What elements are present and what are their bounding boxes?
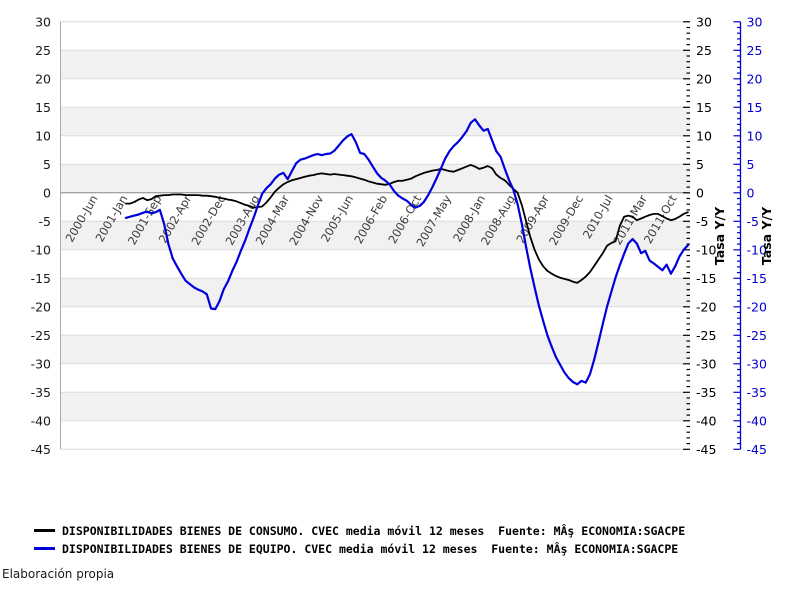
svg-text:25: 25	[35, 43, 51, 58]
svg-text:20: 20	[747, 71, 763, 86]
plot-bands	[60, 50, 690, 421]
svg-text:25: 25	[696, 43, 712, 58]
legend-line-sample-equipo	[34, 547, 55, 550]
right-tick-axis	[683, 21, 690, 450]
svg-text:-15: -15	[31, 271, 51, 286]
svg-text:10: 10	[747, 128, 763, 143]
svg-text:0: 0	[43, 185, 51, 200]
gridlines	[60, 21, 690, 450]
svg-text:30: 30	[35, 14, 51, 29]
left-axis-labels: 30 25 20 15 10 5 0 -5 -10 -15 -20 -25 -30 -35 -40 -45	[31, 14, 51, 457]
svg-text:-30: -30	[696, 356, 716, 371]
legend-label-consumo: DISPONIBILIDADES BIENES DE CONSUMO. CVEC…	[62, 523, 686, 538]
svg-text:-45: -45	[696, 442, 716, 457]
svg-text:-5: -5	[696, 214, 708, 229]
legend-label-equipo: DISPONIBILIDADES BIENES DE EQUIPO. CVEC …	[62, 541, 679, 556]
svg-text:5: 5	[43, 157, 51, 172]
svg-text:-40: -40	[747, 413, 767, 428]
svg-text:-45: -45	[31, 442, 51, 457]
svg-text:30: 30	[747, 14, 763, 29]
svg-text:-15: -15	[696, 271, 716, 286]
svg-text:-40: -40	[696, 413, 716, 428]
svg-text:-25: -25	[747, 328, 767, 343]
far-right-axis-labels: 30 25 20 15 10 5 0 -5 -10 -15 -20 -25 -30 -35 -40 -45	[747, 14, 767, 457]
svg-text:-10: -10	[747, 242, 767, 257]
svg-text:-10: -10	[31, 242, 51, 257]
right-axis-labels: 30 25 20 15 10 5 0 -5 -10 -15 -20 -25 -30 -35 -40 -45	[696, 14, 716, 457]
svg-text:0: 0	[696, 185, 704, 200]
legend-item-consumo: DISPONIBILIDADES BIENES DE CONSUMO. CVEC…	[34, 523, 686, 538]
svg-text:-35: -35	[31, 385, 51, 400]
legend-line-sample-consumo	[34, 529, 55, 532]
svg-text:-20: -20	[696, 299, 716, 314]
svg-text:-10: -10	[696, 242, 716, 257]
svg-text:15: 15	[747, 100, 763, 115]
svg-text:10: 10	[35, 128, 51, 143]
svg-text:-35: -35	[696, 385, 716, 400]
line-chart: 302520151050-5-10-15-20-25-30-35-40-4530…	[31, 14, 774, 457]
svg-text:15: 15	[35, 100, 51, 115]
svg-text:5: 5	[696, 157, 704, 172]
svg-text:-30: -30	[747, 356, 767, 371]
far-right-axis-ticks	[733, 21, 741, 450]
svg-text:-25: -25	[696, 328, 716, 343]
legend: DISPONIBILIDADES BIENES DE CONSUMO. CVEC…	[34, 524, 685, 560]
svg-text:20: 20	[696, 71, 712, 86]
svg-text:-30: -30	[31, 356, 51, 371]
svg-text:15: 15	[696, 100, 712, 115]
svg-text:5: 5	[747, 157, 755, 172]
svg-text:20: 20	[35, 71, 51, 86]
svg-text:0: 0	[747, 185, 755, 200]
right-axis-title: Tasa Y/Y	[712, 206, 727, 265]
svg-text:-45: -45	[747, 442, 767, 457]
svg-text:-5: -5	[747, 214, 759, 229]
svg-text:-15: -15	[747, 271, 767, 286]
svg-text:25: 25	[747, 43, 763, 58]
svg-text:-20: -20	[747, 299, 767, 314]
credit-note: Elaboración propia	[2, 567, 115, 581]
svg-text:-35: -35	[747, 385, 767, 400]
far-right-axis-title: Tasa Y/Y	[759, 206, 774, 265]
legend-item-equipo: DISPONIBILIDADES BIENES DE EQUIPO. CVEC …	[34, 541, 685, 556]
series-line-consumo	[125, 163, 689, 284]
svg-text:-5: -5	[39, 214, 51, 229]
series-line-equipo	[124, 118, 690, 386]
svg-text:-40: -40	[31, 413, 51, 428]
svg-text:30: 30	[696, 14, 712, 29]
svg-text:-25: -25	[31, 328, 51, 343]
svg-text:-20: -20	[31, 299, 51, 314]
svg-text:10: 10	[696, 128, 712, 143]
